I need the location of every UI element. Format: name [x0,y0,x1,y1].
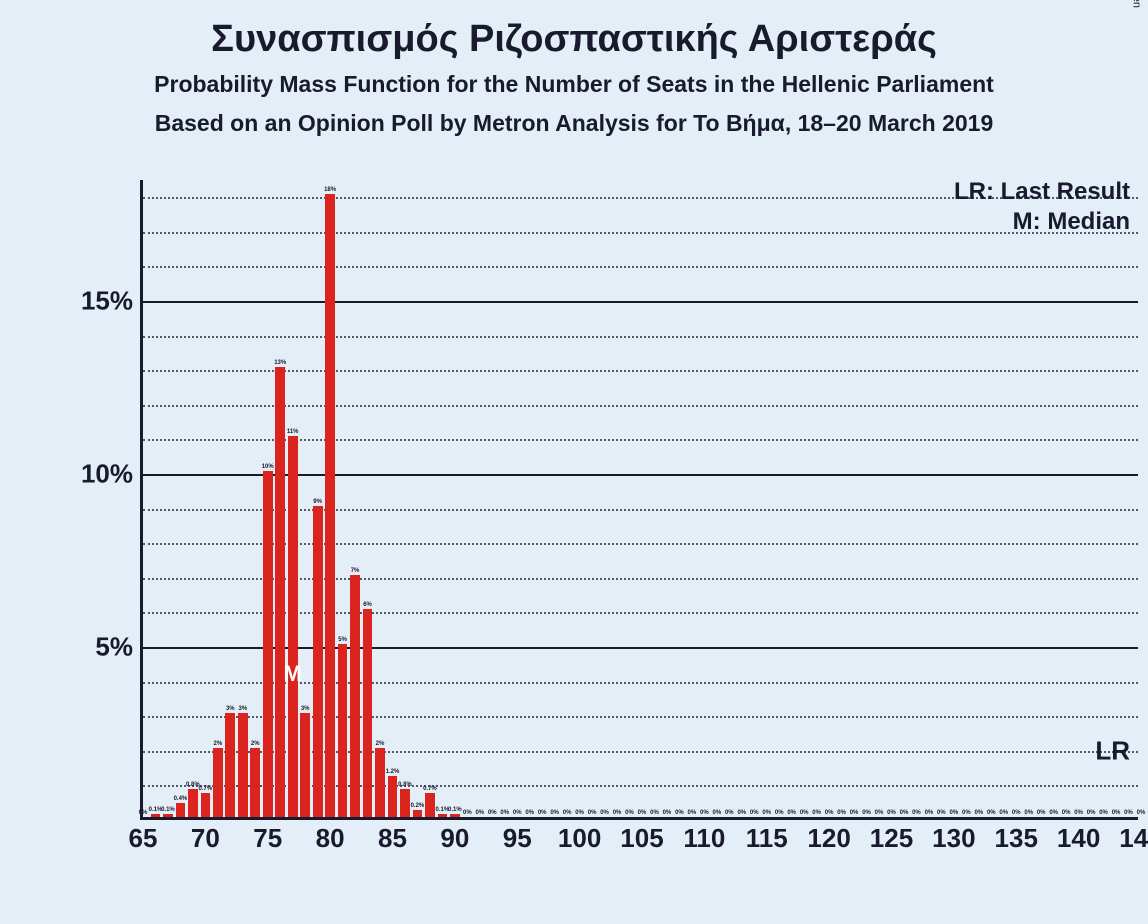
x-tick-label: 140 [1057,823,1100,854]
x-tick-label: 130 [932,823,975,854]
chart-area: LR: Last Result M: Median 5%10%15%0%0.1%… [60,170,1138,890]
plot-area: LR: Last Result M: Median 5%10%15%0%0.1%… [140,180,1138,820]
bar: 0.8% [188,789,198,817]
bar-value-label: 3% [223,706,263,712]
x-tick-label: 75 [253,823,282,854]
bar: 11% [288,436,298,817]
x-tick-label: 115 [746,823,788,854]
bar-value-label: 0.7% [410,786,450,792]
x-tick-label: 80 [316,823,345,854]
bar: 5% [338,644,348,817]
x-tick-label: 70 [191,823,220,854]
bar-value-label: 13% [260,360,300,366]
y-tick-label: 10% [81,459,133,490]
bar: 3% [238,713,248,817]
bar: 0.7% [425,793,435,817]
median-marker: M [284,661,302,687]
bar: 0.2% [413,810,423,817]
x-tick-label: 135 [995,823,1038,854]
bar: 0.1% [151,814,161,817]
grid-minor [143,405,1138,407]
chart-title: Συνασπισμός Ριζοσπαστικής Αριστεράς [0,0,1148,61]
x-tick-label: 100 [558,823,601,854]
x-tick-label: 95 [503,823,532,854]
bar-value-label: 18% [310,187,350,193]
grid-minor [143,266,1138,268]
bar-value-label: 6% [348,602,388,608]
x-tick-label: 90 [440,823,469,854]
chart-subtitle-1: Probability Mass Function for the Number… [0,71,1148,98]
grid-minor [143,336,1138,338]
bar-value-label: 1.2% [372,769,412,775]
bar-value-label: 0% [1121,810,1148,816]
bar: 0.1% [163,814,173,817]
x-tick-label: 120 [807,823,850,854]
bar: 2% [375,748,385,817]
bar: 3% [225,713,235,817]
x-tick-label: 125 [870,823,913,854]
bar: 7% [350,575,360,817]
x-tick-label: 110 [683,823,725,854]
grid-minor [143,370,1138,372]
bar: 9% [313,506,323,817]
x-tick-label: 145 [1119,823,1148,854]
bar: 2% [250,748,260,817]
bar-value-label: 11% [273,429,313,435]
bar: 0.1% [438,814,448,817]
y-tick-label: 5% [95,632,133,663]
x-tick-label: 105 [620,823,663,854]
x-tick-label: 85 [378,823,407,854]
y-tick-label: 15% [81,286,133,317]
grid-minor [143,232,1138,234]
bar: 10% [263,471,273,817]
bar-value-label: 7% [335,568,375,574]
legend-lr: LR: Last Result [954,178,1130,206]
bar: 6% [363,609,373,817]
copyright-text: © 2019 Filip van Laenen [1130,0,1142,8]
bar: 18% [325,194,335,817]
bar: 2% [213,748,223,817]
bar: 3% [300,713,310,817]
chart-subtitle-2: Based on an Opinion Poll by Metron Analy… [0,110,1148,137]
x-tick-label: 65 [129,823,158,854]
grid-major [143,301,1138,303]
last-result-marker: LR [1095,735,1130,766]
bar-value-label: 2% [360,741,400,747]
bar: 0.7% [201,793,211,817]
bar: 0.4% [176,803,186,817]
grid-minor [143,197,1138,199]
